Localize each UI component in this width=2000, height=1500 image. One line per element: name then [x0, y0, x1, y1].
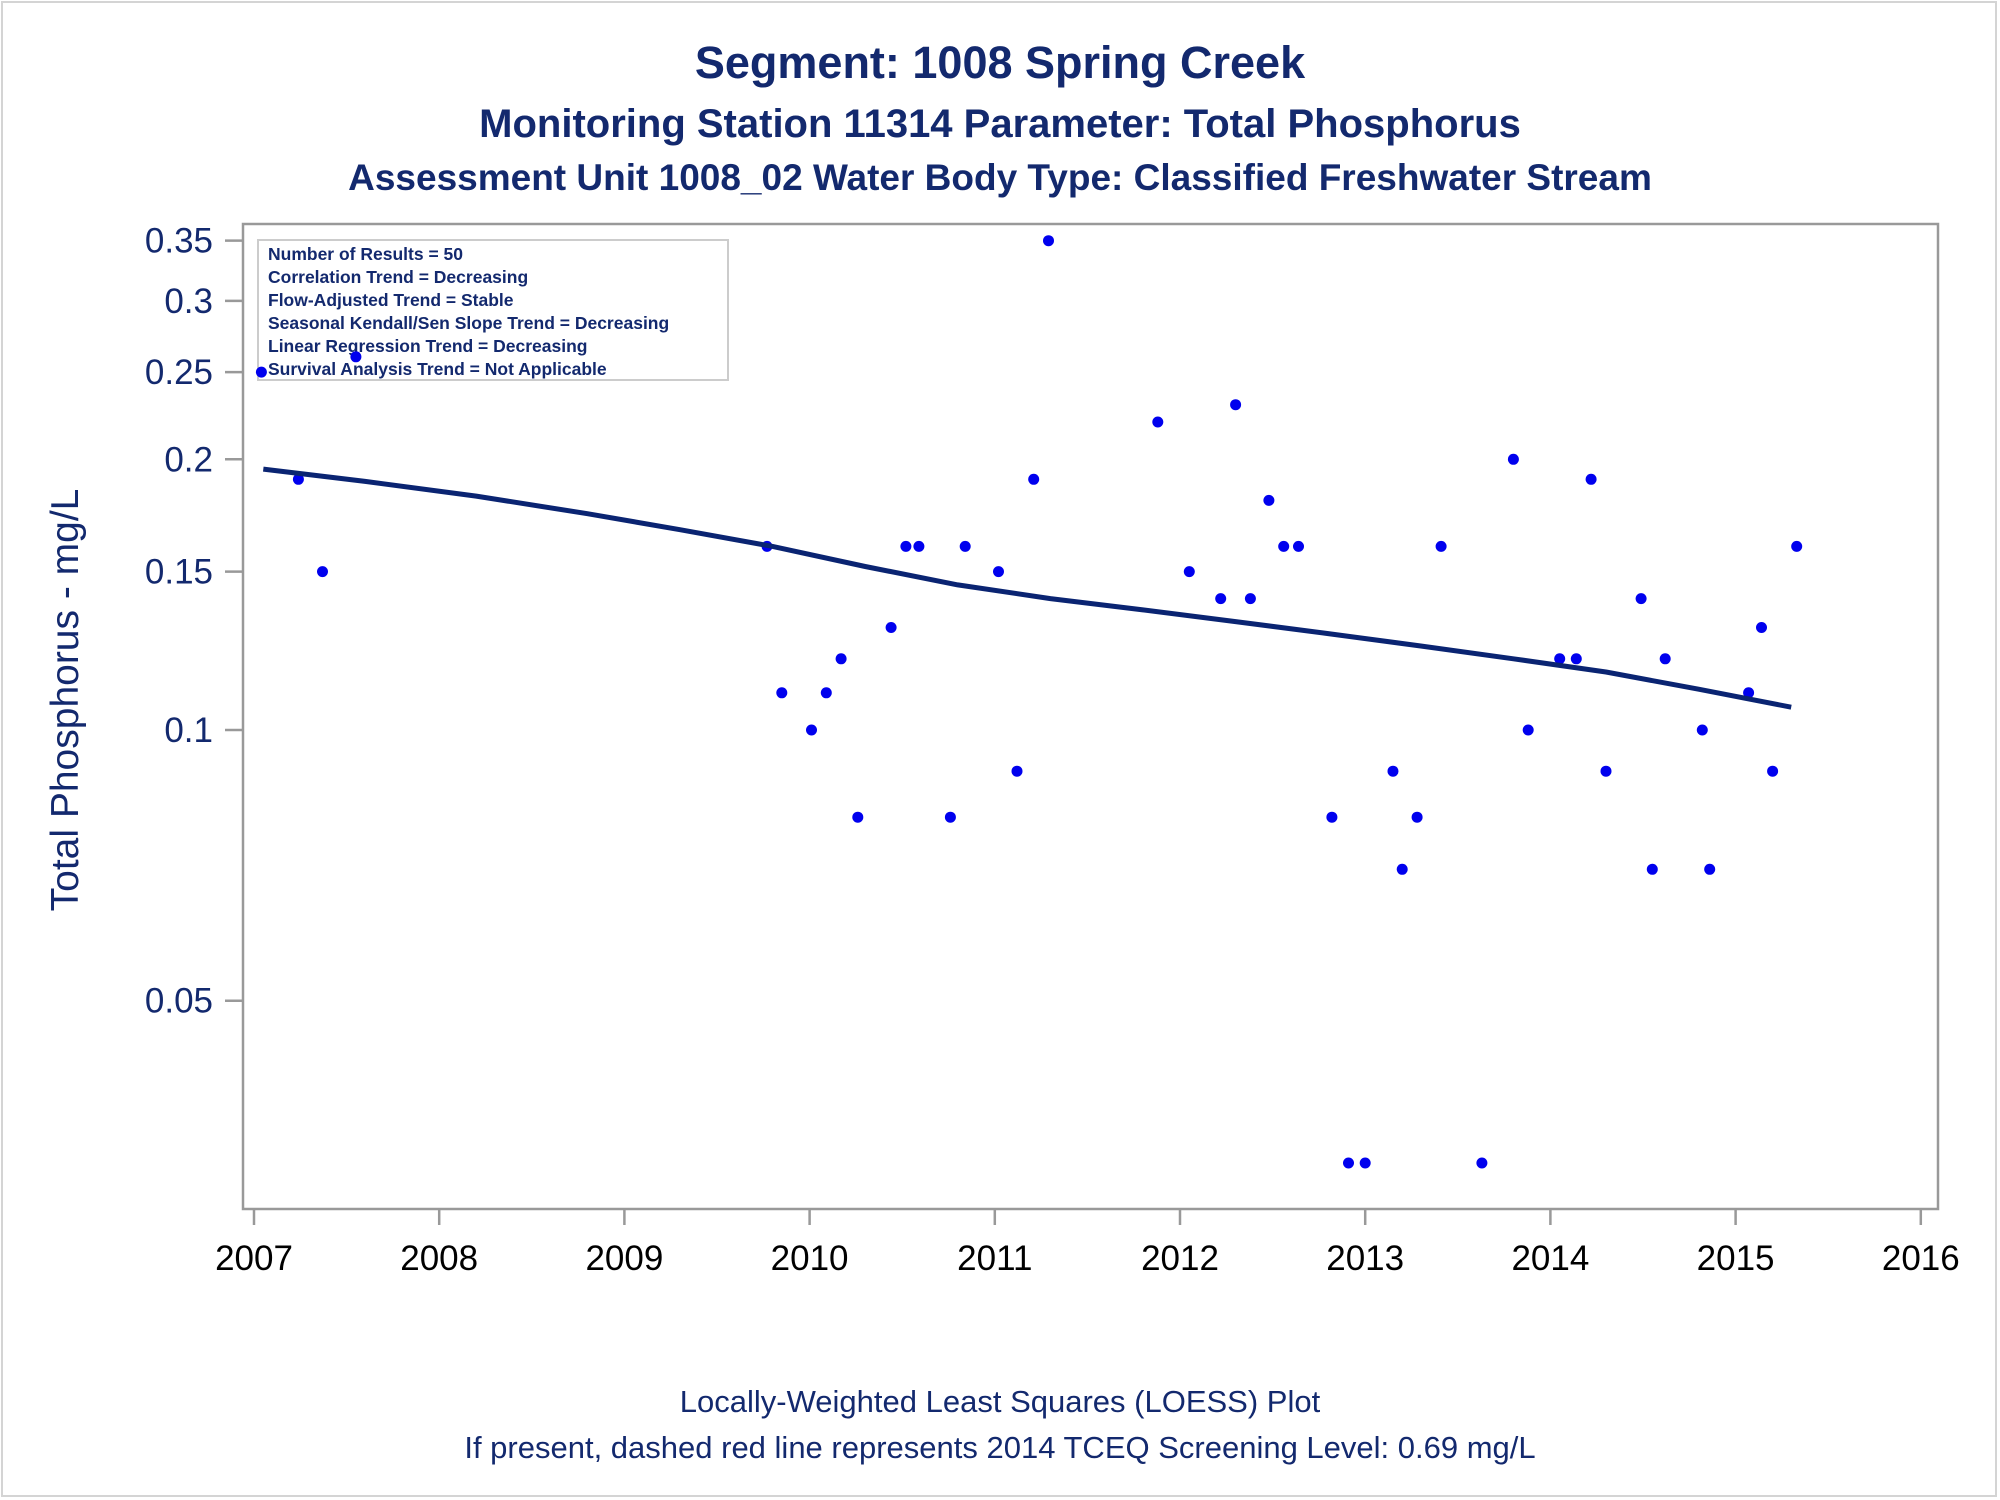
data-point — [913, 540, 925, 552]
x-tick-label: 2011 — [957, 1239, 1032, 1278]
x-tick-label: 2008 — [400, 1239, 478, 1278]
data-point — [1043, 235, 1054, 247]
data-point — [1696, 724, 1708, 736]
chart-subtitle-2: Assessment Unit 1008_02 Water Body Type:… — [348, 157, 1652, 198]
y-tick-label: 0.05 — [145, 982, 213, 1021]
data-point — [885, 622, 897, 633]
data-point — [1476, 1157, 1488, 1169]
data-point — [1293, 540, 1304, 552]
data-point — [820, 687, 832, 699]
y-axis: 0.05 0.1 0.15 0.2 0.25 0.3 0.35 — [145, 222, 243, 1021]
data-point — [1411, 811, 1423, 823]
footnote-screening-level: If present, dashed red line represents 2… — [464, 1430, 1535, 1465]
x-tick-label: 2015 — [1697, 1239, 1775, 1278]
stats-legend-line: Seasonal Kendall/Sen Slope Trend = Decre… — [268, 313, 669, 333]
data-point — [944, 811, 956, 823]
y-axis-label: Total Phosphorus - mg/L — [44, 489, 87, 912]
data-point — [255, 366, 267, 378]
data-point — [1743, 687, 1755, 699]
data-point — [292, 473, 304, 485]
x-tick-label: 2012 — [1141, 1239, 1219, 1278]
x-tick-label: 2013 — [1326, 1239, 1404, 1278]
data-point — [1011, 765, 1023, 777]
stats-legend-line: Correlation Trend = Decreasing — [268, 267, 528, 287]
data-point — [1278, 540, 1290, 552]
x-tick-label: 2016 — [1882, 1239, 1960, 1278]
stats-legend-box: Number of Results = 50 Correlation Trend … — [257, 239, 729, 381]
data-point — [1522, 724, 1534, 736]
data-point — [1767, 765, 1779, 777]
data-point — [1585, 473, 1597, 485]
data-points — [255, 235, 1803, 1169]
y-tick-label: 0.15 — [145, 553, 213, 592]
data-point — [1646, 863, 1658, 875]
x-axis: 2007 2008 2009 2010 2011 2012 2013 2014 2015 2016 — [215, 1209, 1960, 1278]
y-tick-label: 0.2 — [164, 440, 213, 479]
data-point — [317, 566, 328, 578]
loess-trend-line — [263, 466, 1792, 710]
data-point — [1343, 1157, 1354, 1169]
stats-legend-line: Number of Results = 50 — [268, 244, 463, 264]
data-point — [1326, 811, 1338, 823]
data-point — [1756, 622, 1767, 633]
y-tick-label: 0.1 — [164, 711, 213, 750]
x-tick-label: 2014 — [1511, 1239, 1589, 1278]
data-point — [1183, 566, 1195, 578]
data-point — [1435, 540, 1447, 552]
data-point — [1791, 540, 1803, 552]
data-point — [852, 811, 864, 823]
x-tick-label: 2009 — [585, 1239, 663, 1278]
data-point — [1396, 863, 1408, 875]
data-point — [1244, 593, 1256, 605]
data-point — [1570, 653, 1582, 665]
data-point — [1659, 653, 1671, 665]
chart-subtitle: Monitoring Station 11314 Parameter: Tota… — [479, 102, 1521, 146]
data-point — [1215, 593, 1227, 605]
data-point — [1635, 593, 1647, 605]
data-point — [1359, 1157, 1371, 1169]
stats-legend-line: Survival Analysis Trend = Not Applicable — [268, 359, 607, 379]
chart-title: Segment: 1008 Spring Creek — [695, 37, 1306, 88]
data-point — [1704, 863, 1716, 875]
data-point — [1600, 765, 1612, 777]
footnote-loess: Locally-Weighted Least Squares (LOESS) P… — [680, 1384, 1321, 1419]
data-point — [959, 540, 971, 552]
data-point — [350, 351, 362, 363]
x-tick-label: 2007 — [215, 1239, 293, 1278]
data-point — [900, 540, 912, 552]
data-point — [993, 566, 1004, 578]
y-tick-label: 0.25 — [145, 353, 213, 392]
stats-legend-border — [257, 239, 729, 381]
data-point — [776, 687, 788, 699]
data-point — [1387, 765, 1399, 777]
data-point — [1554, 653, 1566, 665]
plot-area — [241, 222, 1940, 1211]
data-point — [1152, 416, 1164, 428]
x-tick-label: 2010 — [771, 1239, 849, 1278]
data-point — [1230, 399, 1242, 411]
data-point — [1263, 494, 1275, 506]
data-point — [1507, 453, 1519, 465]
data-point — [1028, 473, 1040, 485]
y-tick-label: 0.35 — [145, 222, 213, 261]
y-tick-label: 0.3 — [164, 282, 213, 321]
stats-legend-line: Flow-Adjusted Trend = Stable — [268, 290, 514, 310]
data-point — [806, 724, 817, 736]
data-point — [835, 653, 847, 665]
stats-legend-line: Linear Regression Trend = Decreasing — [268, 336, 588, 356]
